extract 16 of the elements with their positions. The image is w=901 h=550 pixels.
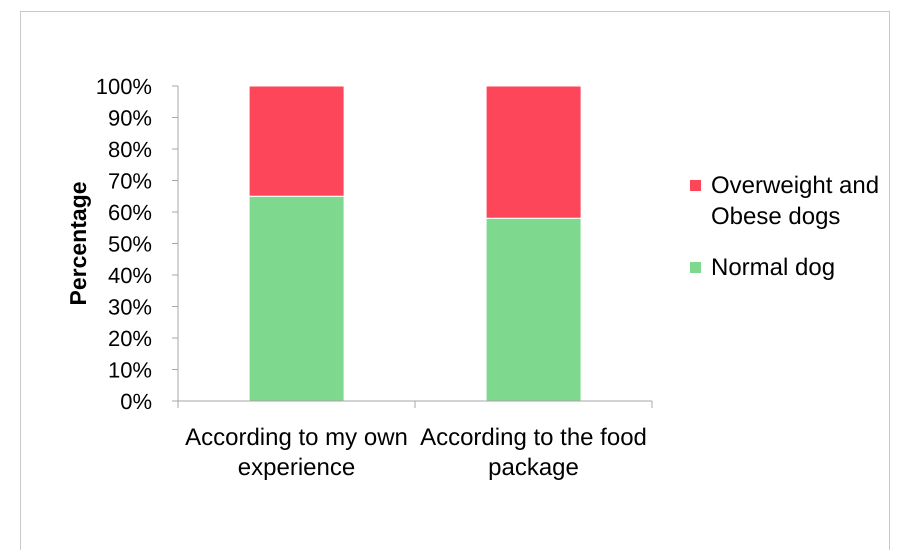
y-tick-label: 30%	[108, 294, 152, 320]
legend-label: Overweight and Obese dogs	[711, 171, 880, 232]
y-axis-title: Percentage	[65, 181, 91, 306]
legend-label: Normal dog	[711, 253, 836, 283]
y-tick-label: 60%	[108, 200, 152, 225]
y-tick-label: 0%	[120, 388, 152, 414]
x-tick-label: According to my own experience	[185, 424, 408, 481]
y-tick-label: 90%	[108, 105, 152, 130]
y-tick-label: 10%	[108, 357, 152, 382]
y-tick-label: 70%	[108, 168, 152, 194]
y-tick-label: 20%	[108, 326, 152, 351]
x-tick-label: According to the food package	[420, 424, 647, 481]
y-tick-label: 40%	[108, 262, 152, 288]
y-tick-label: 50%	[108, 231, 152, 256]
y-tick-label: 80%	[108, 136, 152, 162]
y-tick-label: 100%	[96, 74, 152, 99]
